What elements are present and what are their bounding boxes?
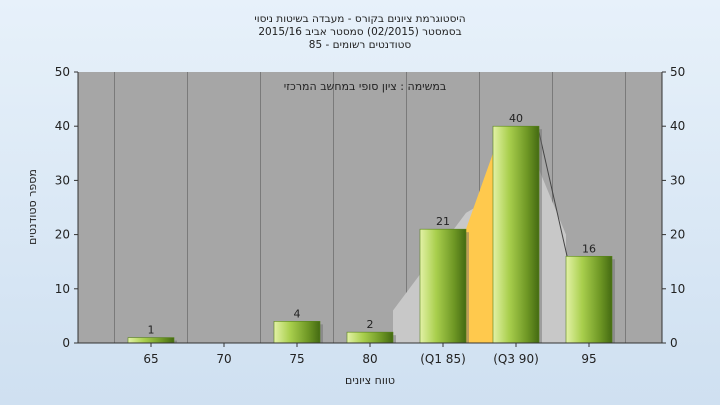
y-tick-label-right: 0 — [670, 336, 678, 350]
interquartile-band — [466, 153, 493, 343]
chart-title-line-2: בסמסטר (02/2015) סמסטר אביב 2015/16 — [258, 26, 461, 38]
y-axis-title: מספר סטודנטים — [26, 169, 39, 245]
y-tick-label-right: 30 — [670, 173, 685, 187]
data-label: 40 — [509, 112, 523, 125]
connector-line — [538, 132, 569, 261]
bars — [127, 125, 615, 344]
x-tick-label: 75 — [289, 352, 304, 366]
data-labels: 1 4 2 21 40 16 — [148, 112, 597, 336]
y-axis-right: 0 10 20 30 40 50 — [661, 65, 685, 350]
chart-title: היסטוגרמת ציונים בקורס - מעבדה בשיטות ני… — [254, 13, 465, 51]
y-tick-label-right: 40 — [670, 119, 685, 133]
chart-title-line-3: סטודנטים רשומים - 85 — [309, 39, 412, 51]
chart-annotation: במשימה : ציון סופי במחשב המרכזי — [284, 80, 447, 93]
x-tick-label: 65 — [143, 352, 158, 366]
y-tick-label-left: 10 — [55, 282, 70, 296]
y-tick-label-right: 50 — [670, 65, 685, 79]
x-tick-label: 80 — [362, 352, 377, 366]
data-label: 21 — [436, 215, 450, 228]
x-tick-label: (Q1 85) — [420, 352, 466, 366]
x-tick-label: 95 — [581, 352, 596, 366]
bar — [419, 228, 467, 344]
y-tick-label-left: 20 — [55, 228, 70, 242]
x-tick-label: (Q3 90) — [493, 352, 539, 366]
bar — [127, 337, 175, 344]
x-axis-title: טווח ציונים — [345, 374, 395, 387]
y-axis-left: 0 10 20 30 40 50 — [55, 65, 79, 350]
bar — [273, 321, 321, 344]
bar — [565, 255, 613, 344]
data-label: 1 — [148, 324, 155, 337]
x-axis: 65 70 75 80 (Q1 85) (Q3 90) 95 — [78, 342, 662, 366]
y-tick-label-left: 0 — [62, 336, 70, 350]
bar — [346, 331, 394, 344]
chart-title-line-1: היסטוגרמת ציונים בקורס - מעבדה בשיטות ני… — [254, 13, 465, 25]
x-tick-label: 70 — [216, 352, 231, 366]
data-label: 16 — [582, 242, 596, 255]
y-tick-label-right: 20 — [670, 228, 685, 242]
y-tick-label-right: 10 — [670, 282, 685, 296]
y-tick-label-left: 50 — [55, 65, 70, 79]
y-tick-label-left: 40 — [55, 119, 70, 133]
data-label: 2 — [367, 318, 374, 331]
bar — [492, 125, 540, 344]
data-label: 4 — [294, 307, 301, 320]
y-tick-label-left: 30 — [55, 173, 70, 187]
